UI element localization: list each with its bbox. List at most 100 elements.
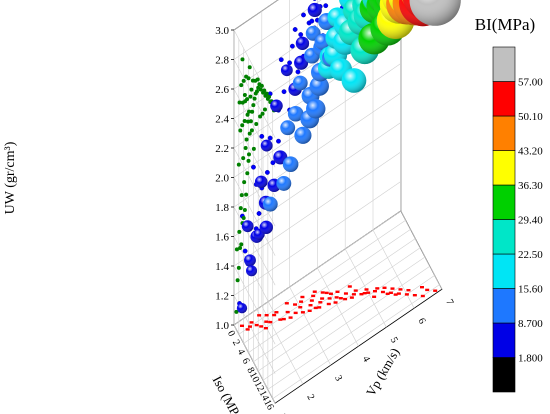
projection-point-red bbox=[328, 292, 333, 295]
colorbar-segment bbox=[492, 322, 516, 358]
bubble-shading bbox=[294, 126, 312, 144]
projection-point-red bbox=[433, 289, 438, 292]
y-tick-label: 2 bbox=[304, 392, 316, 402]
colorbar-segment bbox=[492, 219, 516, 255]
projection-point-green bbox=[237, 100, 242, 105]
projection-point-red bbox=[359, 293, 364, 296]
projection-point-red bbox=[335, 290, 340, 293]
projection-point-green bbox=[247, 152, 252, 157]
projection-point-blue bbox=[270, 160, 276, 166]
projection-point-red bbox=[390, 287, 395, 290]
grid-line-z-back bbox=[233, 206, 276, 286]
projection-point-green bbox=[238, 246, 243, 250]
projection-point-green bbox=[241, 78, 246, 83]
grid-line-y-floor bbox=[344, 248, 387, 328]
colorbar-segment bbox=[492, 253, 516, 289]
projection-point-red bbox=[247, 325, 252, 328]
projection-point-green bbox=[258, 114, 263, 119]
projection-point-red bbox=[420, 294, 425, 298]
projection-point-red bbox=[372, 295, 377, 298]
projection-point-green bbox=[250, 109, 255, 114]
grid-line-y-floor bbox=[400, 210, 443, 290]
colorbar-segment bbox=[492, 115, 516, 151]
projection-point-green bbox=[267, 94, 272, 99]
bubble-shading bbox=[244, 254, 256, 267]
projection-point-red bbox=[388, 291, 393, 294]
colorbar-label: 36.30 bbox=[518, 180, 543, 192]
projection-point-green bbox=[252, 96, 257, 101]
projection-point-blue bbox=[276, 138, 281, 144]
bubble-shading bbox=[260, 139, 273, 152]
bubble-shading bbox=[294, 55, 309, 70]
projection-point-red bbox=[259, 325, 264, 328]
bubble-shading bbox=[287, 105, 304, 122]
grid-line-y-floor bbox=[261, 305, 304, 385]
grid-line-y-floor bbox=[233, 324, 276, 404]
projection-point-red bbox=[272, 313, 277, 317]
projection-point-green bbox=[241, 216, 246, 221]
colorbar-label: 29.40 bbox=[518, 215, 543, 227]
projection-point-red bbox=[257, 314, 262, 317]
y-tick-label: 3 bbox=[332, 373, 344, 383]
bubble-shading bbox=[306, 99, 326, 119]
projection-point-red bbox=[327, 297, 332, 300]
projection-point-red bbox=[366, 291, 371, 294]
projection-point-green bbox=[235, 278, 240, 283]
projection-point-green bbox=[238, 206, 243, 211]
projection-point-red bbox=[364, 288, 369, 291]
projection-point-blue bbox=[287, 60, 292, 66]
projection-point-green bbox=[245, 112, 250, 117]
colorbar-segment bbox=[492, 150, 516, 186]
projection-point-green bbox=[234, 247, 239, 252]
projection-point-red bbox=[326, 302, 331, 306]
projection-point-red bbox=[254, 323, 259, 327]
projection-point-green bbox=[241, 156, 246, 161]
colorbar-title: BI(MPa) bbox=[475, 15, 535, 34]
projection-point-green bbox=[251, 146, 256, 151]
projection-point-blue bbox=[264, 169, 270, 175]
projection-point-green bbox=[244, 192, 249, 197]
z-tick-label: 2.2 bbox=[215, 143, 229, 155]
colorbar-segment bbox=[492, 357, 516, 393]
projection-point-red bbox=[343, 297, 348, 301]
projection-point-red bbox=[353, 289, 358, 292]
projection-point-red bbox=[274, 311, 279, 314]
projection-point-green bbox=[255, 77, 260, 82]
projection-point-red bbox=[313, 306, 318, 310]
projection-point-red bbox=[239, 324, 244, 327]
projection-point-green bbox=[239, 242, 244, 247]
colorbar-segment bbox=[492, 46, 516, 82]
projection-point-green bbox=[246, 76, 251, 81]
projection-point-blue bbox=[309, 18, 315, 24]
colorbar-segment bbox=[492, 81, 516, 117]
z-tick-label: 2.0 bbox=[215, 173, 229, 185]
projection-point-green bbox=[249, 87, 254, 92]
z-tick-label: 1.6 bbox=[215, 232, 229, 244]
projection-point-green bbox=[247, 65, 252, 70]
bubble-shading bbox=[280, 64, 293, 77]
projection-point-green bbox=[240, 57, 245, 62]
projection-point-blue bbox=[301, 12, 306, 18]
bubble-shading bbox=[295, 36, 310, 50]
projection-point-green bbox=[244, 137, 249, 142]
projection-point-red bbox=[300, 311, 305, 314]
projection-point-green bbox=[242, 180, 247, 185]
projection-point-red bbox=[293, 311, 298, 315]
projection-point-red bbox=[281, 317, 286, 321]
projection-point-red bbox=[412, 294, 417, 297]
projection-point-blue bbox=[242, 248, 248, 254]
projection-point-red bbox=[380, 290, 385, 294]
projection-point-green bbox=[242, 119, 247, 124]
bubble-shading bbox=[292, 75, 308, 91]
colorbar-label: 8.700 bbox=[518, 318, 543, 330]
tick-labels: 1.01.21.41.61.82.02.22.42.62.83.00246810… bbox=[215, 25, 455, 414]
projection-point-green bbox=[245, 171, 250, 176]
projection-point-blue bbox=[256, 211, 262, 216]
projection-point-green bbox=[251, 103, 256, 108]
bubble-shading bbox=[241, 220, 254, 233]
x-tick-label: 6 bbox=[240, 356, 252, 366]
y-tick-label: 6 bbox=[415, 316, 427, 326]
x-tick-label: 2 bbox=[230, 338, 242, 348]
projection-point-red bbox=[347, 285, 352, 288]
z-tick-label: 3.0 bbox=[215, 25, 229, 37]
